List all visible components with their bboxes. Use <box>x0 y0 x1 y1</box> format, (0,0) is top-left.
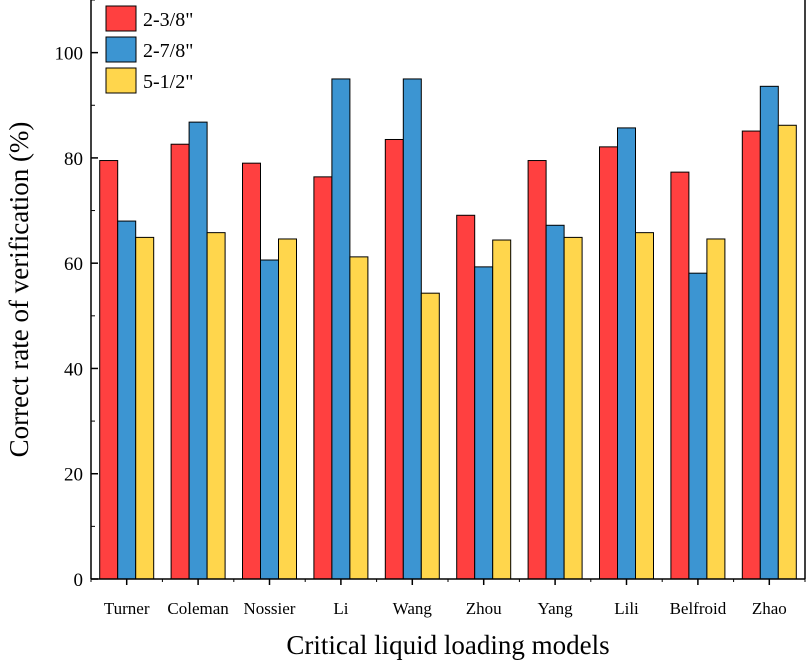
bar-zhao-series-2 <box>759 85 779 580</box>
bar-zhao-series-3 <box>777 124 797 580</box>
x-axis-title: Critical liquid loading models <box>286 630 609 660</box>
x-tick-label: Li <box>333 599 348 618</box>
y-tick-label: 20 <box>64 465 83 486</box>
bar-belfroid-series-1 <box>670 171 690 580</box>
x-tick-label: Turner <box>104 599 150 618</box>
legend-swatch <box>105 36 137 63</box>
bar-wang-series-1 <box>384 138 404 580</box>
bar-nossier-series-3 <box>278 238 297 580</box>
legend-swatch <box>105 5 137 32</box>
bars-layer <box>99 78 797 580</box>
bar-zhao-series-1 <box>741 130 761 580</box>
bar-coleman-series-3 <box>206 232 226 580</box>
x-tick-label: Wang <box>393 599 433 618</box>
bar-nossier-series-2 <box>260 259 279 580</box>
bar-yang-series-2 <box>545 224 565 580</box>
bar-lili-series-3 <box>635 232 654 580</box>
bar-yang-series-1 <box>527 160 547 580</box>
legend-label: 2-3/8" <box>143 9 193 31</box>
bar-lili-series-1 <box>599 146 618 580</box>
y-tick-label: 80 <box>64 149 83 170</box>
y-tick-label: 60 <box>64 254 83 275</box>
legend-swatch <box>105 67 137 94</box>
bar-li-series-1 <box>313 176 333 580</box>
x-tick-label: Zhao <box>752 599 787 618</box>
x-tick-label: Zhou <box>466 599 502 618</box>
bar-wang-series-2 <box>402 78 422 580</box>
bar-belfroid-series-3 <box>706 238 726 580</box>
x-tick-label: Nossier <box>244 599 296 618</box>
bar-zhou-series-1 <box>456 214 476 580</box>
y-tick-label: 0 <box>74 570 84 591</box>
bar-coleman-series-1 <box>170 143 190 580</box>
bar-zhou-series-2 <box>474 266 494 580</box>
bar-turner-series-1 <box>99 160 119 580</box>
bar-turner-series-2 <box>117 220 137 580</box>
bar-li-series-2 <box>331 78 351 580</box>
bar-li-series-3 <box>349 256 369 580</box>
x-tick-label: Belfroid <box>670 599 727 618</box>
bar-zhou-series-3 <box>492 239 512 580</box>
bar-turner-series-3 <box>135 236 155 580</box>
x-tick-label: Coleman <box>167 599 229 618</box>
x-tick-label: Yang <box>538 599 574 618</box>
legend: 2-3/8" 2-7/8" 5-1/2" <box>105 5 193 94</box>
legend-label: 2-7/8" <box>143 40 193 62</box>
bar-lili-series-2 <box>617 127 636 580</box>
x-tick-label: Lili <box>614 599 639 618</box>
bar-yang-series-3 <box>563 236 583 580</box>
bar-wang-series-3 <box>420 292 440 580</box>
legend-label: 5-1/2" <box>143 71 193 93</box>
bar-nossier-series-1 <box>242 162 261 580</box>
y-axis-title: Correct rate of verification (%) <box>4 122 34 458</box>
y-tick-label: 40 <box>64 359 83 380</box>
ticks-layer: 0 20 40 60 80 100 Turner Coleman Nossier Li Wang Zh… <box>55 0 806 618</box>
bar-belfroid-series-2 <box>688 272 708 580</box>
bar-coleman-series-2 <box>188 121 208 580</box>
y-tick-label: 100 <box>55 44 84 65</box>
